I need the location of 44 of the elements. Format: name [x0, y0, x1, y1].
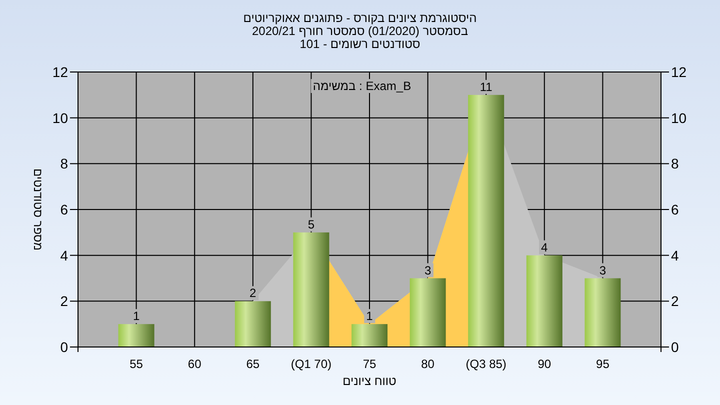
chart-title: היסטוגרמת ציונים בקורס - פתוגנים אאוקריוטים — [243, 11, 477, 25]
chart-subtitle: בסמסטר (01/2020) סמסטר חורף 2020/21 סטודנטים רשומים - 101 — [252, 24, 468, 51]
y2-tick-label: 4 — [671, 247, 679, 264]
x-tick-label: (Q1 70) — [290, 357, 332, 371]
y2-tick-label: 8 — [671, 156, 679, 172]
data-label: 4 — [541, 240, 548, 254]
data-label: 11 — [480, 80, 493, 94]
x-tick-label: 80 — [421, 357, 435, 371]
annotation: Exam_B : במשימה — [312, 79, 412, 93]
y-tick-label: 4 — [60, 247, 68, 264]
bar — [410, 278, 446, 347]
bar — [468, 94, 504, 347]
y-tick-label: 2 — [60, 293, 68, 310]
y2-tick-label: 2 — [671, 293, 679, 310]
data-label: 1 — [132, 309, 140, 324]
y-tick-label: 12 — [52, 64, 68, 80]
y2-tick-label: 0 — [671, 339, 679, 355]
data-label: 1 — [366, 309, 374, 324]
y-tick-label: 8 — [60, 156, 68, 172]
x-tick-label: 65 — [246, 357, 260, 371]
data-label: 2 — [250, 286, 257, 300]
data-label: 3 — [599, 263, 606, 278]
bar — [118, 324, 154, 347]
bar — [352, 324, 388, 347]
x-tick-label: 60 — [188, 357, 202, 371]
x-tick-label: 55 — [130, 357, 144, 371]
bar — [526, 255, 562, 347]
x-tick-label: 95 — [596, 357, 610, 371]
bar — [584, 278, 621, 347]
x-tick-label: (Q3 85) — [466, 357, 506, 371]
y-tick-label: 0 — [60, 339, 68, 355]
bar — [293, 232, 330, 347]
data-label: 3 — [424, 263, 432, 278]
bar — [234, 301, 271, 347]
y-axis-title: מספר סטודנטים — [31, 168, 45, 251]
x-axis-title: טווח ציונים — [342, 374, 397, 388]
y-tick-label: 10 — [52, 110, 68, 126]
y2-tick-label: 6 — [671, 202, 679, 218]
y-tick-label: 6 — [60, 202, 68, 218]
y2-tick-label: 10 — [671, 110, 687, 126]
x-tick-label: 90 — [538, 357, 552, 371]
y2-tick-label: 12 — [671, 64, 687, 80]
x-tick-label: 75 — [362, 357, 376, 371]
data-label: 5 — [308, 217, 315, 232]
